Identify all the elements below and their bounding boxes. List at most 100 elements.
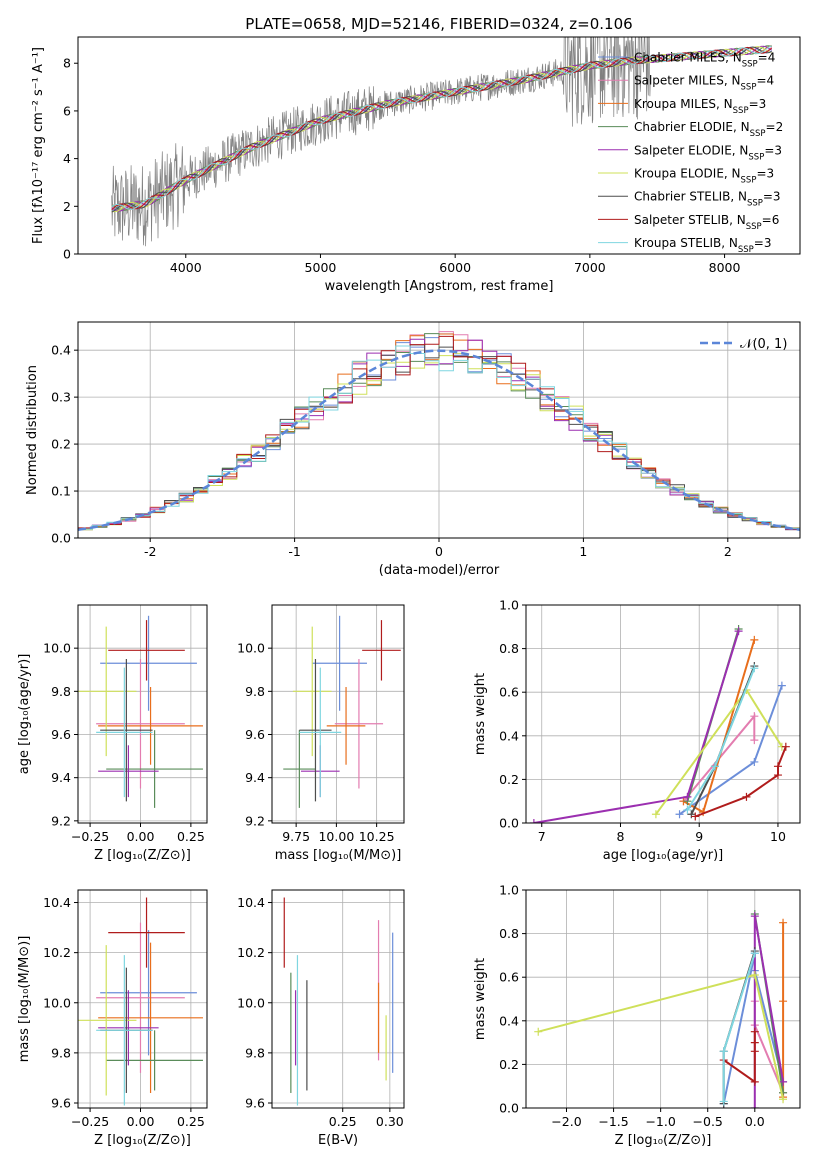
- weight-marker: [651, 810, 660, 819]
- y-axis-label: Flux [fλ10⁻¹⁷ erg cm⁻² s⁻¹ A⁻¹]: [31, 47, 46, 244]
- y-axis-label: mass weight: [473, 958, 488, 1040]
- legend-suffix: =6: [762, 213, 780, 227]
- legend-subscript: SSP: [742, 60, 758, 70]
- legend-subscript: SSP: [748, 152, 764, 162]
- legend-suffix: =3: [756, 167, 774, 181]
- y-axis-label: mass weight: [473, 673, 488, 755]
- weight-marker: [750, 1027, 759, 1036]
- x-tick-label: 7: [538, 829, 546, 844]
- axis-decor: 7 8 9 10 0.0 0.2 0.4 0.6 0.8 1.0 age [log₁₀(age/yr…: [473, 598, 801, 863]
- y-tick-label: 9.8: [245, 1045, 265, 1060]
- legend-name: Kroupa STELIB, N: [634, 236, 738, 250]
- histogram-6: [78, 352, 800, 531]
- legend-suffix: =3: [763, 190, 781, 204]
- plot-area: [78, 890, 207, 1108]
- axes-frame: [77, 36, 801, 255]
- legend-entry: Kroupa ELODIE, NSSP=3: [634, 167, 774, 186]
- y-axis-label: age [log₁₀(age/yr)]: [17, 654, 32, 775]
- weight-marker: [750, 1104, 759, 1108]
- y-tick-label: 9.8: [245, 684, 265, 699]
- x-tick-label: −0.25: [71, 829, 109, 844]
- legend-subscript: SSP: [746, 222, 762, 232]
- y-tick-label: 9.8: [51, 1045, 71, 1060]
- normal-curve: [78, 349, 800, 532]
- x-tick-label: -1: [288, 544, 300, 559]
- axes-weight-vs-z: −2.0 −1.5 −1.0 −0.5 0.0 0.0 0.2 0.4 0.6 0.8 1.0 Z […: [473, 883, 801, 1148]
- legend-subscript: SSP: [741, 176, 757, 186]
- x-axis-label: age [log₁₀(age/yr)]: [603, 848, 724, 863]
- weight-marker: [781, 742, 790, 751]
- y-tick-label: 0.6: [499, 685, 519, 700]
- axes-frame: [77, 889, 208, 1109]
- y-tick-label: 8: [63, 56, 71, 71]
- axes-residuals: -2 -1 0 1 2 0.0 0.1 0.2 0.3 0.4 (data-model)/error…: [25, 321, 801, 578]
- axes-weight-vs-age: 7 8 9 10 0.0 0.2 0.4 0.6 0.8 1.0 age [log₁₀(age/yr…: [473, 598, 801, 863]
- x-axis-label: Z [log₁₀(Z/Z⊙)]: [94, 848, 191, 863]
- plot-area: [526, 890, 800, 1108]
- y-tick-label: 0.8: [499, 641, 519, 656]
- axes-frame: [271, 889, 405, 1109]
- weight-marker: [750, 1038, 759, 1047]
- legend-entry: Salpeter STELIB, NSSP=6: [634, 213, 779, 232]
- weight-marker: [750, 712, 759, 721]
- x-axis-label: wavelength [Angstrom, rest frame]: [325, 279, 554, 294]
- y-tick-label: 10.4: [237, 895, 265, 910]
- legend-suffix: =4: [758, 51, 776, 65]
- y-tick-label: 0.6: [499, 970, 519, 985]
- legend-suffix: =2: [766, 120, 784, 134]
- y-tick-label: 9.6: [51, 727, 71, 742]
- y-tick-label: 9.2: [51, 813, 71, 828]
- legend-subscript: SSP: [738, 245, 754, 255]
- x-axis-label: (data-model)/error: [379, 563, 500, 578]
- axis-decor: 9.75 10.00 10.25 9.2 9.4 9.6 9.8 10.0 mass [log₁…: [237, 604, 405, 863]
- legend-name: Salpeter STELIB, N: [634, 213, 746, 227]
- legend-entry: Salpeter ELODIE, NSSP=3: [634, 143, 782, 162]
- weight-line-8: [694, 746, 787, 818]
- weight-marker: [750, 664, 759, 673]
- y-tick-label: 9.6: [51, 1095, 71, 1110]
- observed-spectrum: [111, 37, 651, 247]
- y-tick-label: 9.6: [245, 727, 265, 742]
- x-tick-label: −2.0: [551, 1114, 581, 1129]
- legend-suffix: =4: [756, 74, 774, 88]
- axes-frame: [525, 889, 801, 1109]
- model-line-9: [111, 45, 772, 211]
- x-axis-label: Z [log₁₀(Z/Z⊙)]: [615, 1133, 712, 1148]
- y-tick-label: 0.2: [499, 1057, 519, 1072]
- y-tick-label: 1.0: [499, 883, 519, 898]
- x-tick-label: 10.25: [359, 829, 395, 844]
- legend-entry: Chabrier MILES, NSSP=4: [634, 51, 775, 70]
- legend-name: Salpeter MILES, N: [634, 74, 741, 88]
- y-tick-label: 0.3: [51, 390, 71, 405]
- legend-entry: Salpeter MILES, NSSP=4: [634, 74, 774, 93]
- weight-marker: [779, 997, 788, 1006]
- legend-name: Chabrier STELIB, N: [634, 190, 747, 204]
- weight-marker: [750, 757, 759, 766]
- y-axis-label: Normed distribution: [25, 365, 40, 495]
- axes-frame: [77, 604, 208, 824]
- weight-marker: [687, 810, 696, 819]
- x-tick-label: 7000: [574, 260, 606, 275]
- legend-entry: 𝒩(0, 1): [740, 337, 787, 352]
- weight-marker: [683, 792, 692, 801]
- y-axis-label: mass [log₁₀(M/M⊙)]: [17, 936, 32, 1063]
- axes-frame: [525, 604, 801, 824]
- legend-name: Chabrier MILES, N: [634, 51, 742, 65]
- weight-marker: [750, 1077, 759, 1086]
- weight-marker: [750, 635, 759, 644]
- y-tick-label: 1.0: [499, 598, 519, 613]
- y-tick-label: 10.0: [237, 995, 265, 1010]
- axes-mass-vs-ebv: 0.25 0.30 9.6 9.8 10.0 10.2 10.4 E(B-V): [237, 889, 405, 1148]
- x-axis-label: mass [log₁₀(M/M⊙)]: [275, 848, 402, 863]
- weight-marker: [742, 792, 751, 801]
- legend-suffix: =3: [749, 97, 767, 111]
- y-tick-label: 10.2: [43, 945, 71, 960]
- weight-marker: [734, 627, 743, 636]
- y-tick-label: 9.6: [245, 1095, 265, 1110]
- axes-age-vs-mass: 9.75 10.00 10.25 9.2 9.4 9.6 9.8 10.0 mass [log₁…: [237, 604, 405, 863]
- x-tick-label: 0.25: [177, 829, 205, 844]
- x-tick-label: -2: [144, 544, 156, 559]
- y-tick-label: 4: [63, 151, 71, 166]
- plot-area: [78, 605, 207, 823]
